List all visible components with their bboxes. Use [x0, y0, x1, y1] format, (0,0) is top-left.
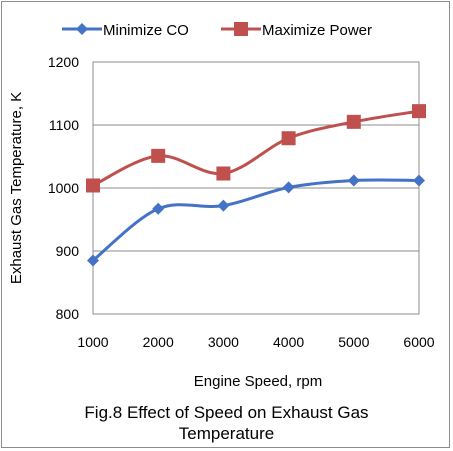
series-line: [92, 109, 420, 187]
y-tick-label: 1200: [48, 54, 79, 70]
y-tick-label: 800: [56, 306, 80, 322]
x-tick-label: 1000: [77, 334, 108, 350]
series-line: [92, 178, 420, 262]
legend-label: Maximize Power: [262, 22, 372, 39]
legend-marker: [76, 23, 88, 35]
y-tick-label: 900: [56, 243, 80, 259]
data-point: [86, 178, 100, 193]
legend-label: Minimize CO: [103, 22, 189, 39]
y-tick-label: 1100: [49, 117, 79, 133]
data-point: [152, 202, 165, 215]
x-tick-label: 4000: [273, 334, 304, 350]
data-point: [347, 174, 360, 187]
data-point: [282, 181, 295, 194]
y-tick-label: 1000: [48, 180, 79, 196]
x-tick-labels: 1000 2000 3000 4000 5000 6000: [77, 334, 434, 350]
data-point: [87, 254, 99, 267]
data-point: [151, 148, 166, 163]
data-point: [281, 131, 296, 146]
data-point: [412, 104, 426, 119]
y-tick-labels: 800 900 1000 1100 1200: [48, 54, 79, 322]
x-axis-title: Engine Speed, rpm: [194, 373, 322, 390]
x-tick-label: 3000: [208, 334, 239, 350]
figure-caption: Fig.8 Effect of Speed on Exhaust Gas Tem…: [0, 402, 453, 444]
caption-line-2: Temperature: [178, 424, 275, 443]
caption-line-1: Fig.8 Effect of Speed on Exhaust Gas: [84, 403, 369, 422]
x-tick-label: 5000: [338, 334, 369, 350]
legend-item: Minimize CO: [62, 22, 189, 39]
series-1: [87, 174, 425, 267]
series-2: [86, 104, 426, 193]
legend-item: Maximize Power: [221, 22, 372, 39]
data-point: [413, 174, 425, 187]
x-tick-label: 2000: [143, 334, 174, 350]
y-axis-title: Exhaust Gas Temperature, K: [8, 92, 25, 284]
data-point: [216, 166, 231, 181]
data-point: [346, 114, 361, 129]
x-tick-label: 6000: [403, 334, 434, 350]
data-point: [217, 199, 230, 212]
legend: Minimize CO Maximize Power: [62, 22, 372, 39]
gridlines: [93, 61, 419, 315]
series-layer: [86, 104, 426, 267]
legend-marker: [234, 22, 248, 36]
